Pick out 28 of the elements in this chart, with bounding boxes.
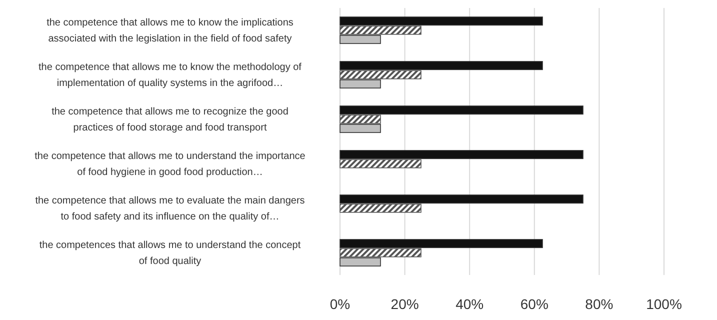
bar	[340, 239, 543, 248]
bar	[340, 61, 543, 70]
y-tick-label: the competence that allows me to evaluate the main dangers to food safety and its influence on the quality of…	[35, 195, 305, 222]
x-tick-label: 80%	[585, 296, 614, 312]
bar	[340, 150, 584, 160]
y-tick-label: the competence that allows me to know the implications associated with the legislation in the field of food safety	[46, 17, 294, 44]
bar	[340, 257, 381, 266]
y-tick-label: the competences that allows me to understand the concept of food quality	[39, 240, 301, 267]
bar	[340, 114, 381, 124]
bar	[340, 34, 381, 44]
y-tick-label: the competence that allows me to know the methodology of implementation of quality systems in the agrifood…	[38, 62, 302, 89]
bar	[340, 26, 422, 35]
x-tick-label: 40%	[456, 296, 484, 312]
bar	[340, 124, 381, 133]
bar	[340, 79, 381, 88]
y-tick-label: the competence that allows me to recognize the good practices of food storage and food transport	[52, 106, 288, 134]
bar	[340, 159, 422, 168]
x-tick-label: 0%	[330, 296, 350, 312]
x-tick-label: 60%	[520, 296, 548, 312]
y-tick-label: the competence that allows me to understand the importance of food hygiene in good food production…	[34, 150, 306, 178]
x-tick-label: 100%	[646, 296, 682, 312]
bar	[340, 70, 422, 80]
x-tick-label: 20%	[390, 296, 419, 312]
bar	[340, 204, 422, 213]
bar	[340, 16, 543, 26]
bar	[340, 194, 584, 204]
bar	[340, 106, 584, 115]
bar	[340, 248, 422, 258]
